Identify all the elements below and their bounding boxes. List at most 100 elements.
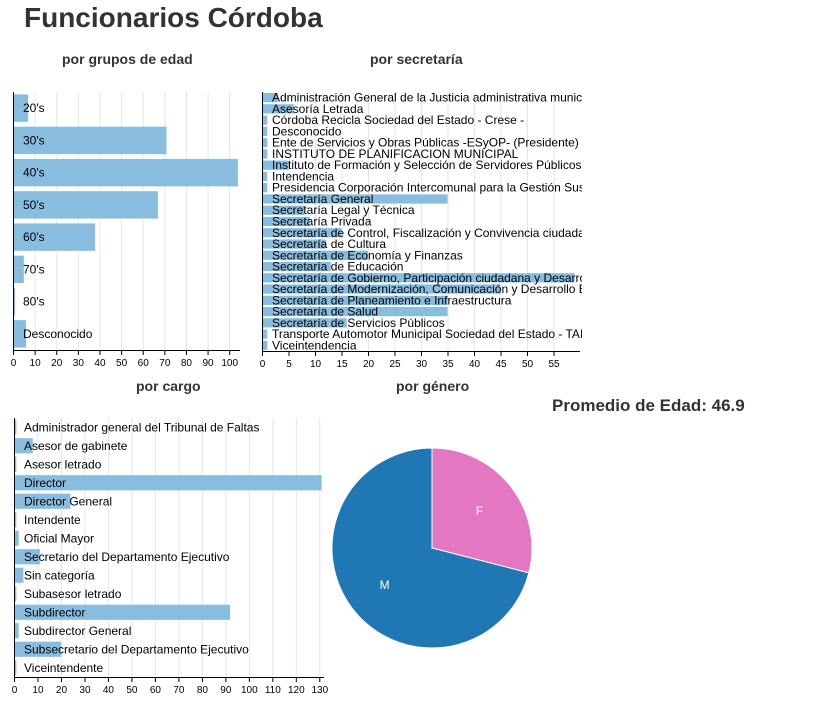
- bar-cargo-7[interactable]: [14, 549, 40, 565]
- bar-cargo-6[interactable]: [14, 530, 19, 546]
- bar-cargo-10[interactable]: [14, 604, 231, 620]
- pie-label: M: [380, 578, 390, 592]
- category-label: Secretaría Privada: [272, 215, 372, 229]
- x-tick-label: 40: [103, 685, 115, 696]
- x-tick-label: 40: [469, 359, 481, 370]
- category-label: Asesor letrado: [24, 457, 102, 471]
- bar-secretaria-14[interactable]: [262, 250, 368, 260]
- bar-secretaria-11[interactable]: [262, 216, 310, 227]
- bar-secretaria-22[interactable]: [262, 340, 268, 350]
- x-tick-label: 30: [416, 359, 428, 370]
- bar-edad-3[interactable]: [13, 191, 158, 219]
- x-tick-label: 40: [94, 358, 106, 369]
- bar-edad-0[interactable]: [13, 94, 29, 122]
- category-label: Intendencia: [272, 169, 334, 183]
- bar-edad-1[interactable]: [13, 126, 167, 155]
- bar-cargo-3[interactable]: [14, 475, 322, 491]
- category-label: INSTITUTO DE PLANIFICACION MUNICIPAL: [272, 147, 519, 161]
- category-label: Oficial Mayor: [24, 531, 94, 545]
- category-label: 20's: [23, 101, 45, 115]
- bar-cargo-13[interactable]: [14, 660, 17, 676]
- x-tick-label: 80: [181, 358, 193, 369]
- bar-cargo-4[interactable]: [14, 493, 71, 509]
- bar-cargo-12[interactable]: [14, 641, 61, 657]
- x-tick-label: 60: [150, 685, 162, 696]
- x-tick-label: 120: [288, 685, 305, 696]
- bar-cargo-2[interactable]: [14, 456, 17, 472]
- category-label: Subdirector General: [24, 624, 131, 638]
- chart-cargo-title: por cargo: [136, 378, 201, 394]
- x-tick-label: 100: [241, 685, 258, 696]
- category-label: Intendente: [24, 513, 81, 527]
- bar-secretaria-21[interactable]: [262, 329, 268, 339]
- category-label: Secretaría General: [272, 192, 373, 206]
- bar-edad-2[interactable]: [13, 158, 238, 187]
- category-label: 70's: [23, 262, 45, 276]
- category-label: Ente de Servicios y Obras Públicas -ESyO…: [272, 136, 579, 150]
- x-tick-label: 35: [442, 359, 454, 370]
- x-tick-label: 5: [286, 359, 292, 370]
- bar-secretaria-6[interactable]: [262, 160, 289, 170]
- bar-cargo-0[interactable]: [14, 419, 17, 435]
- bar-secretaria-17[interactable]: [262, 284, 501, 294]
- average-age-label: Promedio de Edad: 46.9: [552, 396, 745, 415]
- bar-secretaria-19[interactable]: [262, 306, 448, 317]
- x-tick-label: 50: [126, 685, 138, 696]
- bar-cargo-9[interactable]: [14, 586, 17, 602]
- x-tick-label: 50: [522, 359, 534, 370]
- bar-secretaria-8[interactable]: [262, 183, 268, 193]
- bar-edad-4[interactable]: [13, 223, 96, 251]
- x-tick-label: 70: [173, 685, 185, 696]
- chart-secretaria: Administración General de la Justicia ad…: [260, 91, 585, 370]
- category-label: Secretaría de Cultura: [272, 237, 386, 251]
- bar-edad-7[interactable]: [13, 320, 26, 348]
- category-label: Desconocido: [272, 124, 342, 138]
- x-tick-label: 20: [56, 685, 68, 696]
- bar-cargo-11[interactable]: [14, 623, 19, 639]
- pie-slice-F[interactable]: [431, 447, 533, 574]
- page-title: Funcionarios Córdoba: [24, 2, 323, 33]
- bar-secretaria-20[interactable]: [262, 318, 347, 328]
- bar-secretaria-15[interactable]: [262, 261, 331, 272]
- bar-secretaria-12[interactable]: [262, 228, 342, 238]
- bar-secretaria-0[interactable]: [262, 93, 278, 103]
- category-label: Subsecretario del Departamento Ejecutivo: [24, 642, 249, 656]
- chart-cargo-x-axis: 0 10 20 30 40 50 60 70 80 90 100 110 120 130: [12, 418, 329, 696]
- bar-edad-6[interactable]: [13, 287, 16, 316]
- bar-secretaria-18[interactable]: [262, 295, 448, 305]
- bar-cargo-1[interactable]: [14, 438, 33, 454]
- category-label: Transporte Automotor Municipal Sociedad …: [272, 327, 583, 341]
- x-tick-label: 30: [79, 685, 91, 696]
- pie-slice-M[interactable]: [331, 447, 530, 649]
- bar-secretaria-10[interactable]: [262, 205, 305, 215]
- bar-secretaria-1[interactable]: [262, 104, 294, 114]
- x-tick-label: 100: [221, 358, 238, 369]
- x-tick-label: 15: [336, 359, 348, 370]
- x-tick-label: 25: [389, 359, 401, 370]
- bar-secretaria-16[interactable]: [262, 273, 575, 283]
- category-label: Secretaría de Control, Fiscalización y C…: [272, 226, 585, 240]
- x-tick-label: 80: [197, 685, 209, 696]
- category-label: Subasesor letrado: [24, 587, 122, 601]
- bar-secretaria-9[interactable]: [262, 194, 448, 204]
- bar-secretaria-4[interactable]: [262, 138, 268, 148]
- x-tick-label: 10: [30, 358, 42, 369]
- bar-cargo-8[interactable]: [14, 567, 24, 583]
- bar-secretaria-13[interactable]: [262, 239, 326, 249]
- x-tick-label: 130: [311, 685, 328, 696]
- category-label: 50's: [23, 198, 45, 212]
- bar-secretaria-3[interactable]: [262, 126, 268, 137]
- category-label: Desconocido: [23, 327, 93, 341]
- category-label: Secretaría de Educación: [272, 260, 403, 274]
- bar-secretaria-5[interactable]: [262, 149, 268, 159]
- chart-edad-x-axis: 0 10 20 30 40 50 60 70 80 90 100: [11, 92, 240, 369]
- category-label: Presidencia Corporación Intercomunal par…: [272, 181, 585, 195]
- category-label: Subdirector: [24, 605, 85, 619]
- category-label: 80's: [23, 295, 45, 309]
- bar-secretaria-2[interactable]: [262, 115, 268, 125]
- bar-cargo-5[interactable]: [14, 512, 17, 528]
- x-tick-label: 50: [116, 358, 128, 369]
- bar-edad-5[interactable]: [13, 255, 24, 284]
- bar-secretaria-7[interactable]: [262, 171, 268, 182]
- category-label: Secretaría Legal y Técnica: [272, 203, 415, 217]
